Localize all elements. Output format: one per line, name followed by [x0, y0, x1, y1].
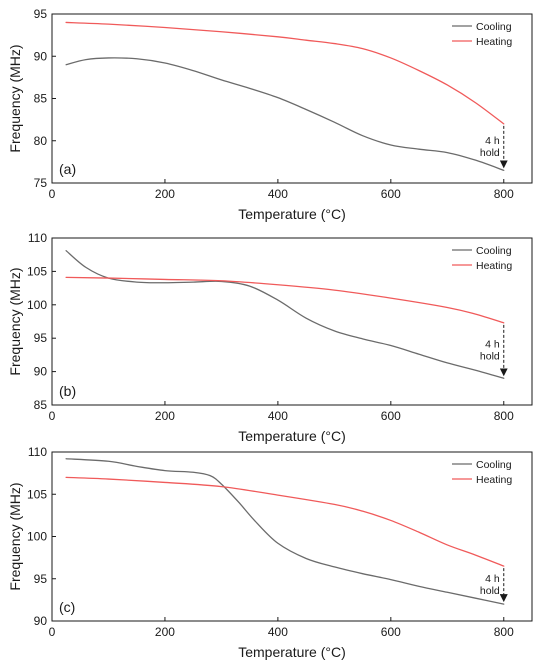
y-tick-label: 90 [34, 49, 48, 63]
legend-label-cooling: Cooling [476, 459, 512, 471]
x-tick-label: 400 [268, 625, 288, 639]
x-tick-label: 0 [49, 187, 56, 201]
y-tick-label: 105 [27, 264, 47, 278]
y-tick-label: 85 [34, 398, 48, 412]
x-tick-label: 800 [494, 187, 514, 201]
x-tick-label: 0 [49, 409, 56, 423]
legend-label-heating: Heating [476, 474, 512, 486]
series-line-cooling [65, 250, 505, 379]
series-line-cooling [65, 57, 505, 171]
y-axis-title: Frequency (MHz) [7, 267, 23, 375]
series-line-heating [65, 476, 505, 567]
y-axis-title: Frequency (MHz) [7, 44, 23, 152]
hold-annotation-text: 4 h [485, 339, 500, 351]
y-tick-label: 95 [34, 572, 48, 586]
plot-frame [51, 237, 533, 406]
y-tick-label: 90 [34, 614, 48, 628]
plot-frame [51, 451, 533, 622]
y-tick-label: 110 [28, 445, 47, 459]
x-tick-label: 200 [155, 187, 175, 201]
x-tick-label: 600 [381, 187, 401, 201]
panel-label: (a) [59, 161, 76, 177]
series-line-cooling [65, 458, 505, 605]
hold-annotation-text: hold [480, 585, 500, 597]
y-tick-label: 95 [34, 7, 48, 21]
x-axis-title: Temperature (°C) [238, 428, 346, 444]
y-tick-label: 85 [34, 92, 48, 106]
y-tick-label: 95 [34, 331, 48, 345]
hold-annotation-text: hold [480, 147, 500, 159]
y-tick-label: 100 [27, 298, 47, 312]
chart-panel-2: 0 200 400 600 800 85 90 95 100 105 110 Temperature … [7, 231, 533, 444]
y-axis-title: Frequency (MHz) [7, 482, 23, 590]
legend-label-heating: Heating [476, 260, 512, 272]
x-tick-label: 800 [494, 409, 514, 423]
hold-annotation-text: hold [480, 351, 500, 363]
hold-annotation-text: 4 h [485, 573, 500, 585]
y-tick-label: 90 [34, 365, 48, 379]
hold-annotation-text: 4 h [485, 135, 500, 147]
x-axis-title: Temperature (°C) [238, 644, 346, 660]
legend-label-cooling: Cooling [476, 245, 512, 257]
x-tick-label: 600 [381, 625, 401, 639]
legend-label-heating: Heating [476, 36, 512, 48]
y-tick-label: 80 [34, 134, 48, 148]
x-tick-label: 800 [494, 625, 514, 639]
panel-label: (b) [59, 383, 76, 399]
series-line-heating [65, 21, 505, 125]
x-tick-label: 400 [268, 409, 288, 423]
legend-label-cooling: Cooling [476, 21, 512, 33]
x-tick-label: 400 [268, 187, 288, 201]
plot-frame [51, 13, 533, 184]
x-axis-title: Temperature (°C) [238, 206, 346, 222]
x-tick-label: 600 [381, 409, 401, 423]
y-tick-label: 100 [27, 530, 47, 544]
x-tick-label: 200 [155, 625, 175, 639]
panel-label: (c) [59, 599, 75, 615]
y-tick-label: 105 [27, 487, 47, 501]
series-line-heating [65, 276, 505, 324]
chart-panel-1: 0 200 400 600 800 75 80 85 90 95 Temperature (°C) F… [7, 7, 533, 222]
y-tick-label: 110 [28, 231, 47, 245]
x-tick-label: 200 [155, 409, 175, 423]
x-tick-label: 0 [49, 625, 56, 639]
y-tick-label: 75 [34, 176, 48, 190]
chart-panel-3: 0 200 400 600 800 90 95 100 105 110 Temperature (°… [7, 445, 533, 660]
